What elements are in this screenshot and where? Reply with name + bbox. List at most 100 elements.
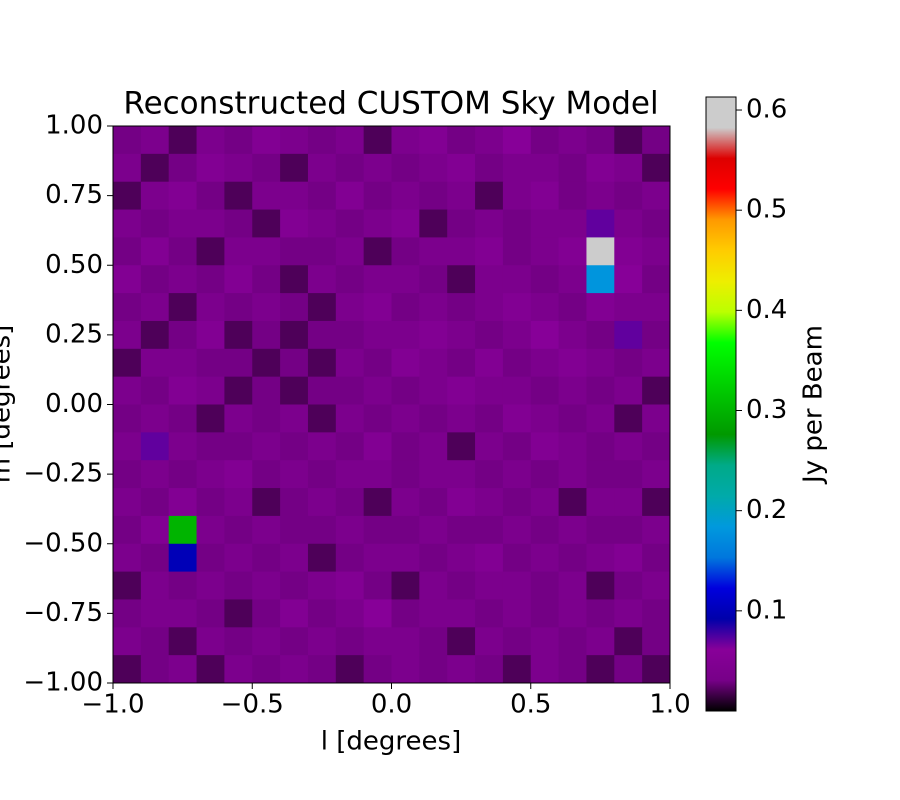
heatmap-cell: [280, 181, 309, 211]
heatmap-cell: [530, 515, 560, 545]
heatmap-cell: [391, 126, 420, 155]
heatmap-cell: [307, 348, 337, 378]
heatmap-cell: [614, 404, 643, 433]
heatmap-cell: [168, 432, 198, 461]
heatmap-cell: [419, 515, 448, 545]
heatmap-cell: [335, 627, 365, 656]
heatmap-cell: [558, 488, 587, 517]
heatmap-cell: [586, 627, 615, 656]
heatmap-cell: [614, 488, 643, 517]
heatmap-cell: [224, 460, 253, 489]
heatmap-cell: [475, 376, 504, 405]
heatmap-cell: [335, 209, 365, 238]
heatmap-cell: [196, 320, 225, 350]
heatmap-cell: [280, 655, 309, 684]
heatmap-cell: [642, 404, 671, 433]
heatmap-cell: [307, 265, 337, 294]
heatmap-cell: [280, 237, 309, 266]
heatmap-cell: [196, 432, 225, 461]
heatmap-cell: [419, 404, 448, 433]
heatmap-cell: [586, 404, 615, 433]
heatmap-cell: [419, 460, 448, 489]
heatmap-cell: [419, 209, 448, 238]
heatmap-cell: [140, 237, 170, 266]
heatmap-cell: [502, 488, 532, 517]
heatmap-cell: [363, 293, 392, 322]
heatmap-cell: [558, 181, 587, 211]
heatmap-cell: [252, 404, 281, 433]
heatmap-cell: [280, 320, 309, 350]
heatmap-cell: [475, 348, 504, 378]
heatmap-cell: [419, 293, 448, 322]
heatmap-cell: [614, 181, 643, 211]
heatmap-cell: [586, 515, 615, 545]
heatmap-cell: [558, 293, 587, 322]
heatmap-cell: [335, 237, 365, 266]
heatmap-cell: [196, 571, 225, 600]
heatmap-cell: [447, 237, 476, 266]
heatmap-cell: [419, 655, 448, 684]
heatmap-cell: [447, 376, 476, 405]
heatmap-cell: [614, 460, 643, 489]
heatmap-cell: [280, 627, 309, 656]
heatmap-cell: [252, 571, 281, 600]
heatmap-cell: [363, 543, 392, 573]
x-tick-label: −0.5: [221, 690, 284, 720]
heatmap-cell: [586, 293, 615, 322]
colorbar-label: Jy per Beam: [799, 325, 829, 485]
heatmap-cell: [168, 599, 198, 628]
heatmap-cell: [614, 126, 643, 155]
heatmap-cell: [307, 404, 337, 433]
heatmap-cell: [335, 432, 365, 461]
heatmap-cell: [363, 571, 392, 600]
heatmap-cell: [586, 571, 615, 600]
heatmap-cell: [196, 543, 225, 573]
heatmap-cell: [307, 237, 337, 266]
y-tick-label: 0.00: [45, 389, 103, 419]
heatmap-cell: [307, 571, 337, 600]
heatmap-cell: [614, 209, 643, 238]
heatmap-cell: [363, 655, 392, 684]
heatmap-cell: [335, 599, 365, 628]
heatmap-cell: [475, 404, 504, 433]
heatmap-cell: [140, 376, 170, 405]
heatmap-cell: [363, 209, 392, 238]
heatmap-cell: [363, 348, 392, 378]
heatmap-cell: [447, 126, 476, 155]
heatmap-cell: [419, 348, 448, 378]
heatmap-cell: [224, 153, 253, 183]
heatmap-cell: [391, 293, 420, 322]
heatmap-cell: [140, 543, 170, 573]
heatmap-cell: [168, 320, 198, 350]
heatmap-cell: [447, 599, 476, 628]
heatmap-cell: [530, 265, 560, 294]
heatmap-cell: [614, 655, 643, 684]
heatmap-cell: [252, 655, 281, 684]
heatmap-cell: [419, 543, 448, 573]
heatmap-cell: [280, 571, 309, 600]
heatmap-cell: [363, 515, 392, 545]
heatmap-cell: [335, 543, 365, 573]
heatmap-cell: [363, 237, 392, 266]
heatmap-cell: [475, 432, 504, 461]
heatmap-cell: [280, 460, 309, 489]
heatmap-cell: [224, 126, 253, 155]
y-tick-label: −1.00: [23, 668, 103, 698]
heatmap-cell: [307, 460, 337, 489]
heatmap-cell: [447, 571, 476, 600]
heatmap-cell: [530, 655, 560, 684]
heatmap-cell: [140, 265, 170, 294]
x-tick-label: −1.0: [81, 690, 144, 720]
heatmap-cell: [419, 571, 448, 600]
heatmap-cell: [140, 515, 170, 545]
heatmap-cell: [224, 209, 253, 238]
heatmap-cell: [113, 488, 142, 517]
heatmap-cell: [113, 153, 142, 183]
heatmap-cell: [391, 181, 420, 211]
heatmap-cell: [614, 320, 643, 350]
heatmap-cell: [224, 571, 253, 600]
heatmap-cell: [280, 126, 309, 155]
heatmap-cell: [419, 237, 448, 266]
heatmap-cell: [335, 348, 365, 378]
heatmap-cell: [307, 293, 337, 322]
